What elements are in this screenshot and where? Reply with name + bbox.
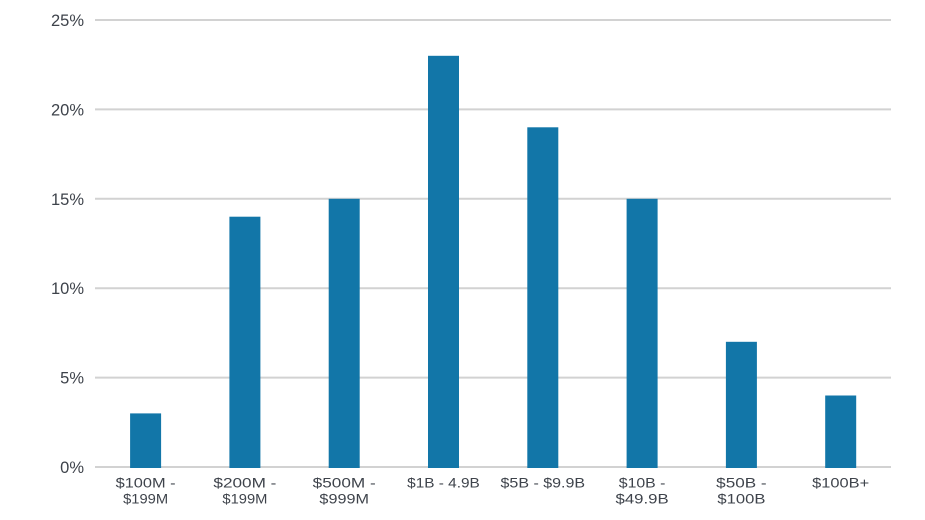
svg-text:15%: 15% xyxy=(51,191,84,209)
svg-text:0%: 0% xyxy=(60,459,84,477)
svg-text:$100M -: $100M - xyxy=(116,474,176,490)
svg-text:$10B -: $10B - xyxy=(619,474,666,490)
svg-text:$5B - $9.9B: $5B - $9.9B xyxy=(501,474,586,490)
svg-text:$50B -: $50B - xyxy=(716,474,767,490)
svg-text:$100B+: $100B+ xyxy=(812,474,869,490)
svg-text:25%: 25% xyxy=(51,12,84,30)
svg-text:$199M: $199M xyxy=(222,491,267,507)
svg-text:$100B: $100B xyxy=(717,491,765,507)
svg-text:$500M -: $500M - xyxy=(313,474,376,490)
svg-text:5%: 5% xyxy=(60,370,84,388)
svg-text:10%: 10% xyxy=(51,280,84,298)
svg-text:$1B - 4.9B: $1B - 4.9B xyxy=(407,474,480,490)
svg-text:$199M: $199M xyxy=(123,491,168,507)
svg-text:20%: 20% xyxy=(51,101,84,119)
svg-text:$999M: $999M xyxy=(319,491,369,507)
svg-text:$49.9B: $49.9B xyxy=(616,491,669,507)
svg-text:$200M -: $200M - xyxy=(213,474,276,490)
